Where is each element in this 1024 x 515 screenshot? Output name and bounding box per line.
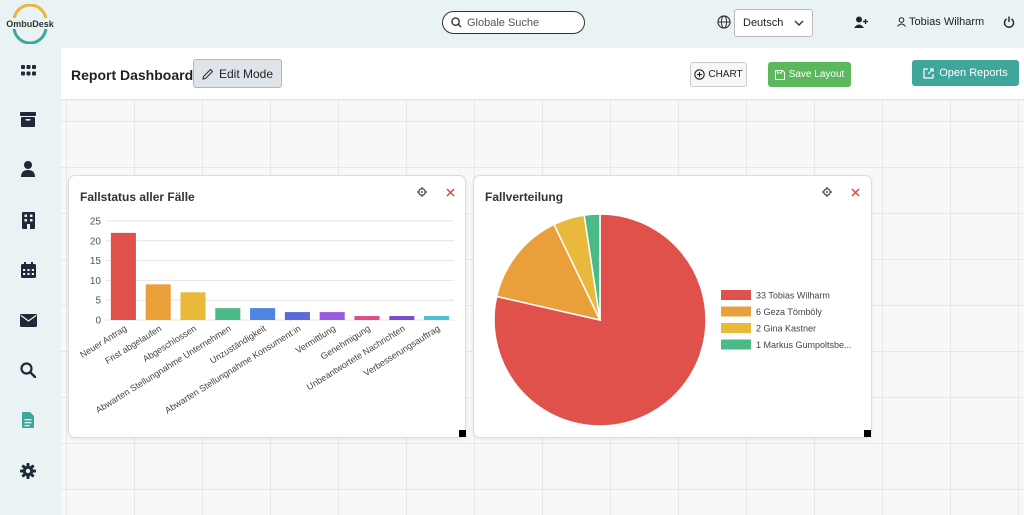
close-icon[interactable] (851, 188, 860, 197)
sidebar-item-companies[interactable] (18, 210, 38, 230)
save-layout-label: Save Layout (788, 69, 845, 80)
report-header: Report Dashboard Edit Mode CHART Save La… (61, 48, 1024, 100)
power-icon[interactable] (1003, 16, 1015, 28)
top-bar: OmbuDesk Deutsch Tobias Wilharm (0, 0, 1024, 48)
open-reports-label: Open Reports (939, 67, 1008, 79)
y-tick-label: 0 (95, 316, 101, 327)
plus-circle-icon (694, 69, 706, 80)
bar[interactable] (424, 316, 450, 320)
pie-slice[interactable] (493, 213, 707, 427)
calendar-icon (20, 262, 36, 278)
legend-label: 6 Geza Tömböly (756, 307, 822, 317)
chart-label: CHART (708, 69, 743, 80)
y-tick-label: 20 (90, 236, 102, 247)
language-select[interactable]: Deutsch (734, 9, 813, 37)
save-layout-button[interactable]: Save Layout (768, 62, 851, 87)
language-value: Deutsch (743, 17, 784, 29)
legend-label: 33 Tobias Wilharm (756, 291, 830, 301)
open-reports-button[interactable]: Open Reports (912, 60, 1019, 86)
bar[interactable] (250, 308, 276, 320)
save-icon (774, 69, 785, 80)
add-chart-button[interactable]: CHART (690, 62, 747, 87)
pie-slice[interactable] (495, 223, 602, 322)
bar[interactable] (354, 316, 380, 320)
bar[interactable] (180, 292, 206, 320)
resize-handle[interactable] (459, 430, 466, 437)
sidebar-item-dashboard[interactable] (18, 60, 38, 80)
card-settings-icon[interactable] (417, 187, 427, 197)
y-tick-label: 25 (90, 217, 102, 228)
y-tick-label: 5 (95, 296, 101, 307)
sidebar-item-reports[interactable] (18, 410, 38, 430)
edit-mode-label: Edit Mode (218, 66, 274, 81)
bar[interactable] (319, 312, 345, 320)
ombudesk-logo[interactable]: OmbuDesk (4, 4, 56, 44)
sidebar-item-archive[interactable] (18, 109, 38, 129)
edit-mode-button[interactable]: Edit Mode (193, 59, 282, 88)
archive-icon (20, 111, 36, 127)
user-menu[interactable]: Tobias Wilharm (897, 16, 984, 28)
sidebar-item-search[interactable] (18, 360, 38, 380)
sidebar-item-calendar[interactable] (18, 260, 38, 280)
bar[interactable] (215, 308, 241, 320)
external-link-icon (923, 67, 934, 79)
search-icon (451, 17, 462, 28)
sidebar-item-messages[interactable] (18, 310, 38, 330)
building-icon (21, 211, 35, 229)
gear-icon (20, 463, 36, 479)
envelope-icon (19, 313, 37, 327)
sidebar-item-persons[interactable] (18, 159, 38, 179)
y-tick-label: 10 (90, 276, 102, 287)
add-user-icon[interactable] (854, 16, 868, 29)
bar[interactable] (389, 316, 415, 320)
pie-slice[interactable] (583, 213, 601, 321)
resize-handle[interactable] (864, 430, 871, 437)
global-search[interactable] (442, 11, 585, 34)
legend-swatch (721, 339, 751, 350)
chevron-down-icon (794, 20, 804, 26)
legend-swatch (721, 323, 751, 333)
legend-swatch (721, 306, 751, 317)
pie-chart-title: Fallverteilung (485, 190, 564, 204)
bar[interactable] (284, 312, 310, 320)
page-title: Report Dashboard (71, 67, 194, 83)
globe-icon (717, 15, 731, 29)
user-name: Tobias Wilharm (909, 16, 985, 28)
legend-swatch (721, 290, 751, 300)
sidebar (0, 48, 59, 515)
document-icon (22, 412, 34, 428)
grid-icon (20, 64, 36, 75)
bar-chart-title: Fallstatus aller Fälle (80, 190, 195, 204)
legend-label: 1 Markus Gumpoltsbe... (756, 340, 852, 350)
brand-name: OmbuDesk (6, 19, 55, 29)
legend-label: 2 Gina Kastner (756, 324, 816, 334)
user-icon (897, 17, 906, 27)
person-icon (21, 161, 35, 177)
search-icon (20, 362, 36, 378)
pie-chart-card[interactable]: Fallverteilung 33 Tobias Wilharm 6 Geza T… (473, 175, 872, 438)
bar[interactable] (110, 232, 136, 320)
bar[interactable] (145, 284, 171, 320)
pie-chart: 33 Tobias Wilharm 6 Geza Tömböly 2 Gina Ka… (493, 213, 852, 427)
bar-chart-card[interactable]: Fallstatus aller Fälle 0 5 10 15 20 25 Neuer A… (68, 175, 466, 438)
y-tick-label: 15 (90, 256, 102, 267)
card-settings-icon[interactable] (822, 187, 832, 197)
global-search-input[interactable] (467, 16, 577, 29)
close-icon[interactable] (446, 188, 455, 197)
sidebar-item-settings[interactable] (18, 461, 38, 481)
pencil-icon (202, 68, 214, 80)
